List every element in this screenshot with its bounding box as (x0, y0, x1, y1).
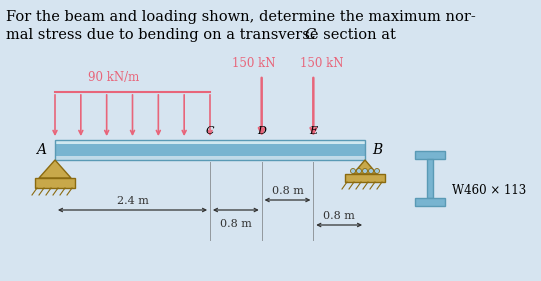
Bar (55, 140, 365, 144)
Circle shape (374, 169, 379, 173)
Bar (55, 156, 365, 160)
Text: C: C (206, 126, 214, 136)
Bar (55, 140, 365, 160)
Circle shape (357, 169, 361, 173)
Bar (55, 144, 365, 156)
Bar (415, 198, 445, 205)
Text: 150 kN: 150 kN (300, 57, 343, 70)
Text: C: C (304, 28, 315, 42)
Bar (427, 158, 433, 198)
Circle shape (351, 169, 355, 173)
Polygon shape (39, 160, 71, 178)
Bar (35, 178, 75, 188)
Text: 0.8 m: 0.8 m (220, 219, 252, 229)
Bar (415, 151, 445, 158)
Circle shape (368, 169, 373, 173)
Text: A: A (36, 143, 46, 157)
Text: 0.8 m: 0.8 m (272, 186, 304, 196)
Circle shape (362, 169, 367, 173)
Text: W460 × 113: W460 × 113 (452, 183, 526, 196)
Text: B: B (372, 143, 382, 157)
Text: 90 kN/m: 90 kN/m (88, 71, 140, 84)
Bar (345, 174, 385, 182)
Text: For the beam and loading shown, determine the maximum nor-: For the beam and loading shown, determin… (6, 10, 476, 24)
Text: 0.8 m: 0.8 m (323, 211, 355, 221)
Text: E: E (309, 126, 318, 136)
Text: .: . (311, 28, 315, 42)
Text: D: D (257, 126, 266, 136)
Text: 150 kN: 150 kN (232, 57, 275, 70)
Text: 2.4 m: 2.4 m (116, 196, 148, 206)
Polygon shape (353, 160, 377, 174)
Text: mal stress due to bending on a transverse section at: mal stress due to bending on a transvers… (6, 28, 400, 42)
